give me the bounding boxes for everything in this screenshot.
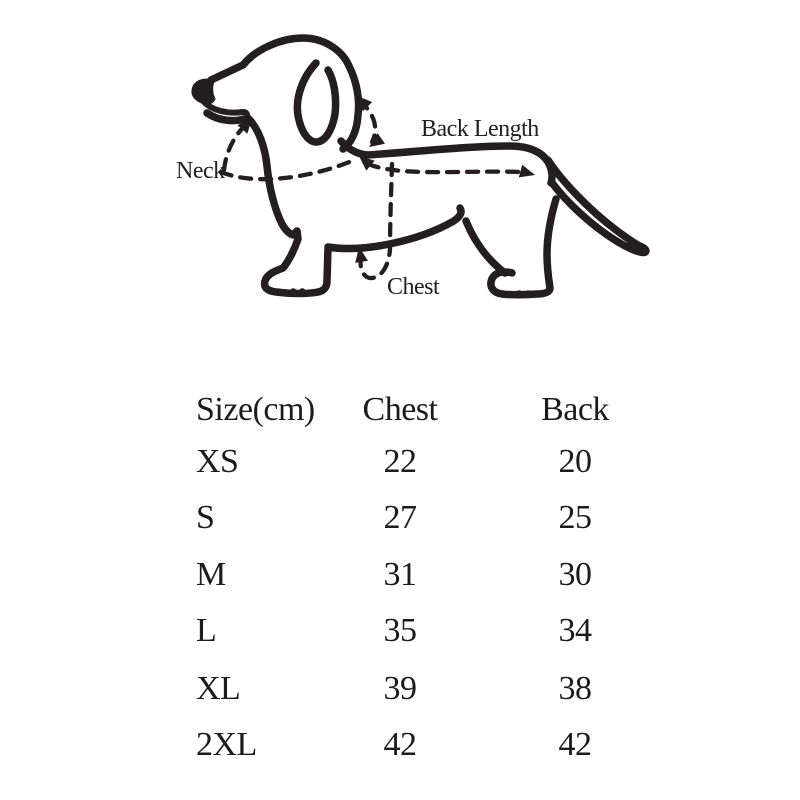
arrowhead-chest <box>355 247 368 263</box>
table-row: XS 22 20 <box>0 434 800 490</box>
dog-nose <box>191 78 216 105</box>
dog-haunch-line <box>462 217 509 277</box>
chest-measure-line <box>358 161 395 281</box>
row-back-value: 30 <box>558 556 593 593</box>
arrowhead-collar-bottom <box>369 133 385 147</box>
row-chest-value: 27 <box>383 499 418 536</box>
arrowhead-backlength-left <box>359 156 375 171</box>
row-size-label: M <box>196 556 226 593</box>
back-length-measure-line <box>365 161 526 175</box>
arrowhead-backlength-right <box>518 164 535 178</box>
table-row: L 35 34 <box>0 603 800 659</box>
row-back-value: 34 <box>558 612 593 649</box>
row-chest-value: 42 <box>383 726 418 763</box>
table-row: S 27 25 <box>0 490 800 546</box>
row-chest-value: 31 <box>383 556 418 593</box>
row-size-label: XS <box>196 443 239 480</box>
chest-label: Chest <box>387 274 440 300</box>
neck-measure-arc-bottom <box>218 158 355 182</box>
size-table-header-row: Size(cm) Chest Back <box>0 382 800 438</box>
row-chest-value: 39 <box>383 670 418 707</box>
table-row: 2XL 42 42 <box>0 717 800 773</box>
neck-label: Neck <box>176 158 225 184</box>
dog-ear <box>293 59 340 146</box>
row-back-value: 42 <box>558 726 593 763</box>
row-chest-value: 35 <box>383 612 418 649</box>
dog-toes <box>288 288 533 297</box>
row-back-value: 20 <box>558 443 593 480</box>
table-row: XL 39 38 <box>0 661 800 717</box>
row-size-label: XL <box>196 670 241 707</box>
arrowhead-collar-top <box>357 96 373 112</box>
arrowhead-neck <box>237 118 252 134</box>
dog-measurement-diagram <box>191 34 650 299</box>
row-size-label: S <box>196 499 215 536</box>
row-size-label: 2XL <box>196 726 257 763</box>
back-length-label: Back Length <box>421 116 539 142</box>
dog-jaw-body-outline <box>203 109 465 298</box>
dog-tail <box>544 156 650 257</box>
row-size-label: L <box>196 612 217 649</box>
row-chest-value: 22 <box>383 443 418 480</box>
header-back: Back <box>541 391 609 428</box>
measure-arrowheads <box>237 96 535 263</box>
header-chest: Chest <box>362 391 438 428</box>
row-back-value: 38 <box>558 670 593 707</box>
row-back-value: 25 <box>558 499 593 536</box>
dog-head-outline <box>207 34 363 153</box>
header-size: Size(cm) <box>196 391 315 428</box>
table-row: M 31 30 <box>0 547 800 603</box>
